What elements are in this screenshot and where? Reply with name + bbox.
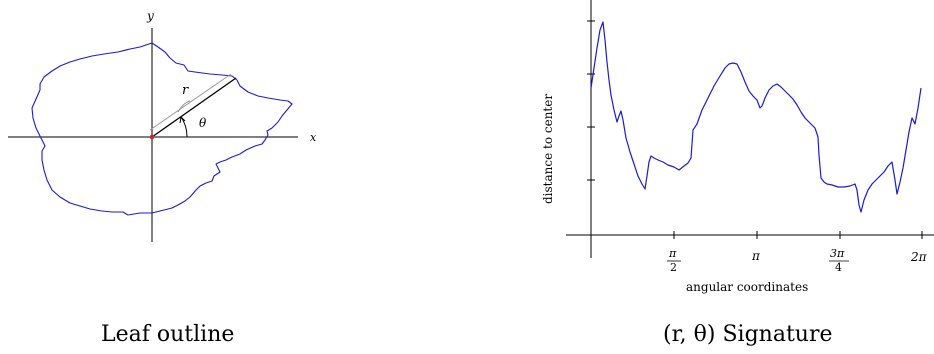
leaf-outline-curve — [31, 42, 293, 216]
signature-panel: π 2 π 3π 4 2π distance to center angular… — [541, 0, 934, 347]
theta-arc-arrowhead — [179, 116, 186, 124]
x-axis-label: x — [310, 131, 317, 144]
signature-x-axis-title: angular coordinates — [686, 280, 808, 294]
origin-dot — [149, 134, 155, 140]
tick-label-3pi-over-4: 3π 4 — [829, 247, 849, 274]
r-label: r — [182, 83, 189, 98]
theta-ray — [151, 77, 237, 138]
tick-label-pi: π — [751, 249, 761, 263]
left-caption: Leaf outline — [101, 322, 234, 347]
signature-curve — [590, 21, 922, 213]
r-bracket-hook — [177, 100, 191, 113]
theta-label: θ — [199, 116, 207, 130]
tick-label-2pi: 2π — [910, 250, 928, 264]
leaf-outline-panel: x y r θ Leaf outline — [8, 9, 317, 347]
signature-y-axis-title: distance to center — [541, 94, 555, 204]
svg-text:4: 4 — [835, 261, 842, 274]
svg-text:2: 2 — [670, 261, 677, 274]
svg-text:π: π — [668, 247, 677, 260]
svg-text:3π: 3π — [830, 247, 845, 260]
y-axis-label: y — [146, 9, 154, 23]
right-caption: (r, θ) Signature — [663, 322, 833, 347]
r-bracket-line — [149, 73, 232, 131]
tick-label-pi-over-2: π 2 — [667, 247, 681, 274]
